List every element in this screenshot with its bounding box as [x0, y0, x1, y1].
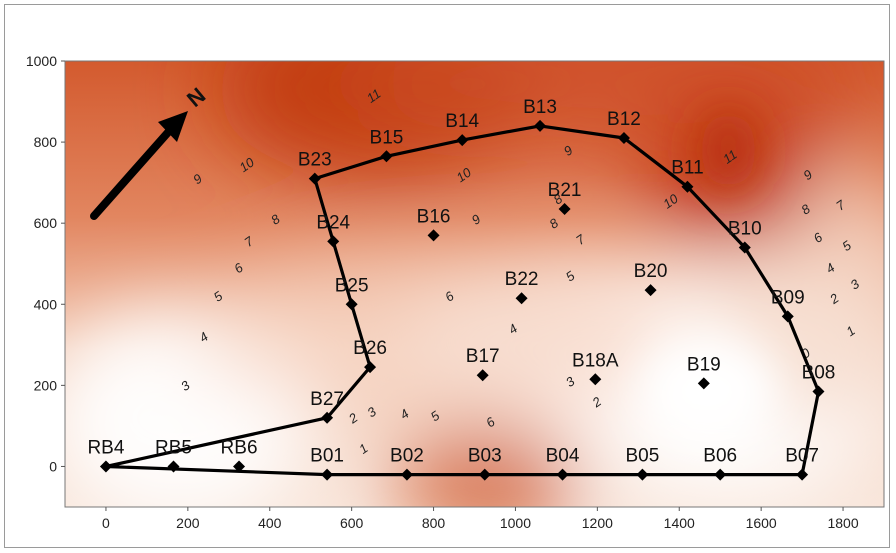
station-label: B27: [310, 389, 344, 410]
station-marker: [796, 468, 809, 481]
station-label: B26: [353, 338, 387, 359]
station-label: B18A: [572, 350, 619, 371]
contour-map-chart: 0 200 400 600 800 1000 1200 1400 1600 1800 0 200 400…: [26, 53, 885, 531]
station-marker: [364, 361, 377, 374]
stations: RB4 RB5 RB6 B01 B02 B03 B04 B05 B06 B07 B08 B09 B10 B…: [87, 97, 835, 481]
station-marker: [345, 298, 358, 311]
station-label: B16: [417, 206, 451, 227]
shading-blob: [637, 334, 778, 445]
x-tick-label: 1000: [500, 515, 531, 531]
station-marker: [556, 468, 569, 481]
station-marker: [681, 180, 694, 193]
y-tick-label: 200: [34, 377, 58, 393]
x-tick-label: 1600: [746, 515, 777, 531]
plot-border: [64, 60, 885, 508]
station-marker: [99, 460, 112, 473]
shading-blob: [193, 256, 674, 417]
north-arrow-shaft: [90, 125, 175, 220]
shading-layer: [65, 61, 884, 507]
station-label: B03: [468, 446, 502, 467]
station-label: RB4: [87, 437, 124, 458]
shading-blob: [357, 61, 878, 152]
station-marker: [308, 172, 321, 185]
y-tick-label: 400: [34, 296, 58, 312]
station-marker: [534, 119, 547, 132]
station-marker: [515, 292, 528, 305]
station-label: B14: [445, 111, 479, 132]
station-marker: [617, 132, 630, 145]
station-marker: [321, 468, 334, 481]
y-tick-label: 0: [49, 458, 57, 474]
axes: 0 200 400 600 800 1000 1200 1400 1600 1800 0 200 400…: [26, 53, 885, 531]
station-label: B07: [785, 446, 819, 467]
station-label: B15: [370, 127, 404, 148]
x-tick-label: 800: [422, 515, 446, 531]
station-label: B01: [310, 446, 344, 467]
station-marker: [644, 284, 657, 297]
station-marker: [327, 235, 340, 248]
x-tick-label: 600: [340, 515, 364, 531]
station-label: B20: [634, 261, 668, 282]
figure-frame: 0 200 400 600 800 1000 1200 1400 1600 1800 0 200 400…: [4, 4, 890, 548]
station-label: B02: [390, 446, 424, 467]
y-tick-label: 800: [34, 134, 58, 150]
station-label: B22: [505, 269, 539, 290]
station-marker: [321, 411, 334, 424]
x-tick-label: 1200: [582, 515, 613, 531]
boundary-line: [105, 124, 821, 477]
shading-detail-layer: [637, 110, 778, 445]
station-marker: [476, 369, 489, 382]
x-tick-label: 400: [258, 515, 282, 531]
x-tick-label: 200: [176, 515, 200, 531]
station-marker: [738, 241, 751, 254]
heatmap-background: [65, 61, 884, 507]
station-marker: [781, 310, 794, 323]
station-marker: [400, 468, 413, 481]
shading-blob: [396, 422, 577, 507]
x-tick-label: 1800: [827, 515, 858, 531]
station-marker: [589, 373, 602, 386]
station-marker: [697, 377, 710, 390]
x-tick-label: 1400: [664, 515, 695, 531]
station-label: B09: [771, 287, 805, 308]
y-tick-label: 1000: [26, 53, 57, 69]
station-marker: [380, 150, 393, 163]
x-tick-label: 0: [102, 515, 110, 531]
station-marker: [167, 460, 180, 473]
station-label: RB5: [155, 437, 192, 458]
station-label: B10: [728, 219, 762, 240]
station-marker: [636, 468, 649, 481]
station-label: B19: [687, 354, 721, 375]
station-marker: [427, 229, 440, 242]
station-label: B12: [607, 109, 641, 130]
shading-blob: [700, 110, 757, 191]
station-label: B25: [335, 275, 369, 296]
station-label: RB6: [221, 437, 258, 458]
station-label: B06: [703, 446, 737, 467]
station-marker: [478, 468, 491, 481]
station-label: B04: [546, 446, 580, 467]
station-label: B17: [466, 346, 500, 367]
station-marker: [456, 134, 469, 147]
station-marker: [714, 468, 727, 481]
north-arrow-head: [158, 111, 188, 142]
station-marker: [812, 385, 825, 398]
station-label: B08: [802, 362, 836, 383]
station-label: B05: [625, 446, 659, 467]
site-boundary: [105, 124, 821, 477]
station-marker: [233, 460, 246, 473]
station-label: B23: [298, 150, 332, 171]
station-marker: [558, 202, 571, 215]
station-label: B24: [316, 212, 350, 233]
station-label: B21: [548, 180, 582, 201]
station-label: B11: [671, 158, 703, 179]
station-label: B13: [523, 97, 557, 118]
y-tick-label: 600: [34, 215, 58, 231]
